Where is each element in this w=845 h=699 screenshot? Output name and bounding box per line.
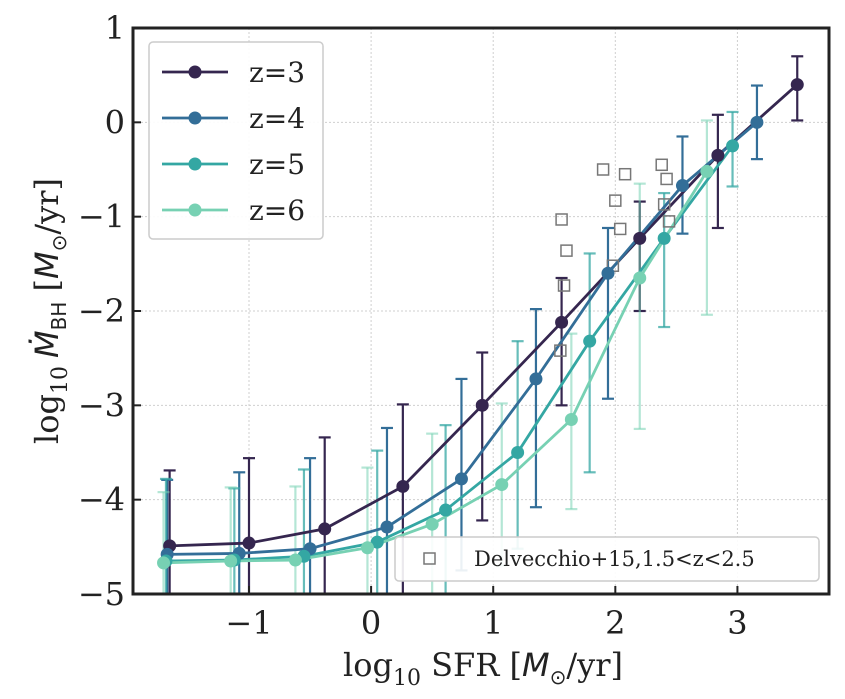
data-point bbox=[675, 179, 689, 193]
y-tick-label: −5 bbox=[78, 575, 125, 613]
legend-label: z=6 bbox=[249, 194, 305, 227]
y-tick-label: −1 bbox=[78, 198, 125, 236]
data-point bbox=[360, 541, 374, 555]
data-point bbox=[555, 315, 569, 329]
x-tick-label: 2 bbox=[605, 604, 625, 642]
comparison-marker bbox=[660, 172, 673, 186]
comparison-marker bbox=[609, 194, 622, 207]
x-axis-label-log: log bbox=[343, 646, 393, 684]
legend-label: z=3 bbox=[249, 56, 305, 89]
data-point bbox=[583, 334, 597, 348]
data-point bbox=[657, 231, 671, 245]
comparison-marker bbox=[555, 213, 568, 226]
data-point bbox=[511, 446, 525, 459]
y-axis-label-sub: 10 bbox=[48, 366, 73, 394]
x-tick-label: 1 bbox=[483, 604, 503, 642]
data-point bbox=[396, 479, 410, 493]
y-axis-label: log10 ṀBH [M⊙/yr] bbox=[28, 178, 73, 444]
data-point bbox=[726, 139, 740, 153]
comparison-marker bbox=[657, 198, 671, 211]
comparison-marker bbox=[560, 244, 573, 257]
data-point bbox=[224, 554, 238, 568]
y-axis-label-m: M bbox=[28, 251, 66, 279]
y-tick-label: −3 bbox=[78, 386, 125, 424]
data-point bbox=[425, 517, 439, 531]
data-point bbox=[439, 503, 453, 517]
y-axis-label-mdot: Ṁ bbox=[28, 330, 66, 358]
comparison-legend: Delvecchio+15,1.5<z<2.5 bbox=[394, 536, 820, 582]
data-point bbox=[790, 78, 804, 92]
legend-marker bbox=[188, 111, 202, 125]
data-point bbox=[601, 266, 615, 280]
comparison-legend-box bbox=[394, 536, 820, 582]
x-tick-label: −1 bbox=[225, 604, 272, 642]
data-point bbox=[529, 372, 543, 386]
comparison-marker bbox=[557, 279, 571, 292]
legend-label: z=5 bbox=[249, 148, 305, 181]
x-axis-label-sfr: SFR [ bbox=[421, 646, 522, 684]
comparison-legend-marker bbox=[423, 552, 436, 565]
x-axis-label-m: M bbox=[522, 646, 550, 684]
data-point bbox=[564, 412, 578, 426]
x-axis-label-sun: ⊙ bbox=[550, 665, 567, 689]
data-point bbox=[318, 522, 332, 536]
data-point bbox=[750, 115, 764, 129]
data-point bbox=[380, 520, 394, 534]
y-tick-label: −2 bbox=[78, 292, 125, 330]
data-point bbox=[633, 271, 647, 285]
comparison-marker bbox=[618, 167, 632, 181]
legend-box bbox=[148, 41, 324, 240]
y-axis-label-group: log10 ṀBH [M⊙/yr] bbox=[28, 178, 73, 444]
comparison-marker bbox=[596, 163, 610, 176]
data-point bbox=[700, 164, 714, 178]
legend: z=3 z=4 z=5 z=6 bbox=[148, 41, 324, 240]
y-axis-label-unit: /yr] bbox=[28, 178, 66, 235]
legend-marker bbox=[188, 157, 202, 171]
legend-label: z=4 bbox=[249, 102, 305, 135]
legend-marker bbox=[188, 203, 202, 217]
data-point bbox=[157, 556, 171, 570]
data-point bbox=[711, 148, 725, 162]
y-axis-label-bracket: [ bbox=[28, 279, 66, 302]
x-tick-label: 3 bbox=[727, 604, 747, 642]
data-point bbox=[633, 231, 647, 245]
y-axis-label-bh: BH bbox=[47, 302, 71, 331]
comparison-marker bbox=[655, 158, 668, 172]
series-points bbox=[157, 78, 804, 570]
legend-marker bbox=[188, 65, 202, 79]
data-point bbox=[495, 478, 509, 492]
axis-ticks: −1 0 1 2 3 −5 −4 −3 −2 −1 0 1 bbox=[78, 9, 748, 642]
y-axis-label-sun: ⊙ bbox=[47, 235, 71, 252]
comparison-marker bbox=[662, 215, 676, 228]
x-tick-label: 0 bbox=[361, 604, 381, 642]
data-point bbox=[288, 553, 302, 567]
y-axis-label-log: log bbox=[28, 394, 66, 444]
data-point bbox=[475, 398, 489, 412]
data-point bbox=[454, 472, 468, 486]
x-axis-label-unit: /yr] bbox=[566, 646, 623, 684]
y-tick-label: 0 bbox=[105, 103, 125, 141]
x-axis-label: log10 SFR [M⊙/yr] bbox=[343, 646, 623, 691]
comparison-marker bbox=[554, 344, 567, 357]
y-tick-label: 1 bbox=[105, 9, 125, 47]
comparison-legend-label: Delvecchio+15,1.5<z<2.5 bbox=[474, 547, 755, 571]
comparison-markers bbox=[554, 158, 676, 357]
comparison-marker bbox=[613, 222, 627, 236]
data-point bbox=[242, 536, 256, 550]
data-point bbox=[370, 535, 384, 549]
y-tick-label: −4 bbox=[78, 481, 125, 519]
x-axis-label-sub: 10 bbox=[393, 666, 421, 691]
